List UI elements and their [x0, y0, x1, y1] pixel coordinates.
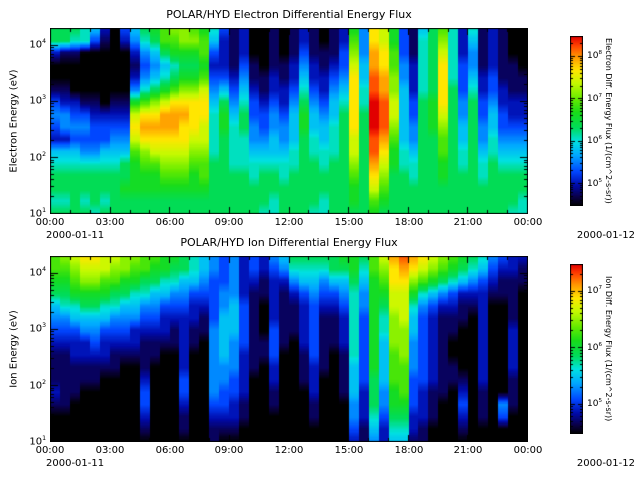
electron-end-date: 2000-01-12: [576, 230, 635, 241]
x-tick-label: 00:00: [35, 217, 65, 228]
y-tick-label: 102: [29, 151, 46, 164]
x-tick-label: 12:00: [274, 445, 304, 456]
x-tick-label: 03:00: [95, 217, 125, 228]
colorbar-tick-label: 105: [587, 398, 603, 409]
electron-colorbar: [570, 36, 583, 206]
x-tick-label: 09:00: [214, 217, 244, 228]
x-tick-label: 18:00: [394, 445, 424, 456]
colorbar-tick-label: 107: [587, 285, 603, 296]
electron-panel-title: POLAR/HYD Electron Differential Energy F…: [166, 8, 412, 21]
y-tick-label: 104: [29, 266, 46, 279]
x-tick-label: 09:00: [214, 445, 244, 456]
ion-start-date: 2000-01-11: [46, 458, 105, 469]
ion-colorbar: [570, 264, 583, 434]
x-tick-label: 00:00: [35, 445, 65, 456]
colorbar-tick-label: 105: [587, 178, 603, 189]
x-tick-label: 06:00: [155, 445, 185, 456]
x-tick-label: 21:00: [453, 217, 483, 228]
ion-end-date: 2000-01-12: [576, 458, 635, 469]
electron-colorbar-label: Electron Diff. Energy Flux (1/(cm^2-s-sr…: [604, 38, 613, 204]
x-tick-label: 00:00: [513, 445, 543, 456]
x-tick-label: 18:00: [394, 217, 424, 228]
x-tick-label: 06:00: [155, 217, 185, 228]
y-tick-label: 101: [29, 435, 46, 448]
x-tick-label: 00:00: [513, 217, 543, 228]
ion-spectrogram-canvas: [50, 256, 528, 442]
ion-panel-title: POLAR/HYD Ion Differential Energy Flux: [180, 236, 398, 249]
electron-spectrogram-canvas: [50, 28, 528, 214]
colorbar-tick-label: 107: [587, 93, 603, 104]
colorbar-tick-label: 106: [587, 135, 603, 146]
y-tick-label: 103: [29, 322, 46, 335]
x-tick-label: 15:00: [334, 217, 364, 228]
x-tick-label: 21:00: [453, 445, 483, 456]
y-tick-label: 103: [29, 94, 46, 107]
ion-colorbar-label: Ion Diff. Energy Flux (1/(cm^2-s-sr)): [604, 276, 613, 422]
x-tick-label: 03:00: [95, 445, 125, 456]
x-tick-label: 15:00: [334, 445, 364, 456]
colorbar-tick-label: 108: [587, 50, 603, 61]
y-tick-label: 102: [29, 379, 46, 392]
y-tick-label: 104: [29, 38, 46, 51]
x-tick-label: 12:00: [274, 217, 304, 228]
colorbar-tick-label: 106: [587, 342, 603, 353]
y-tick-label: 101: [29, 207, 46, 220]
electron-start-date: 2000-01-11: [46, 230, 105, 241]
